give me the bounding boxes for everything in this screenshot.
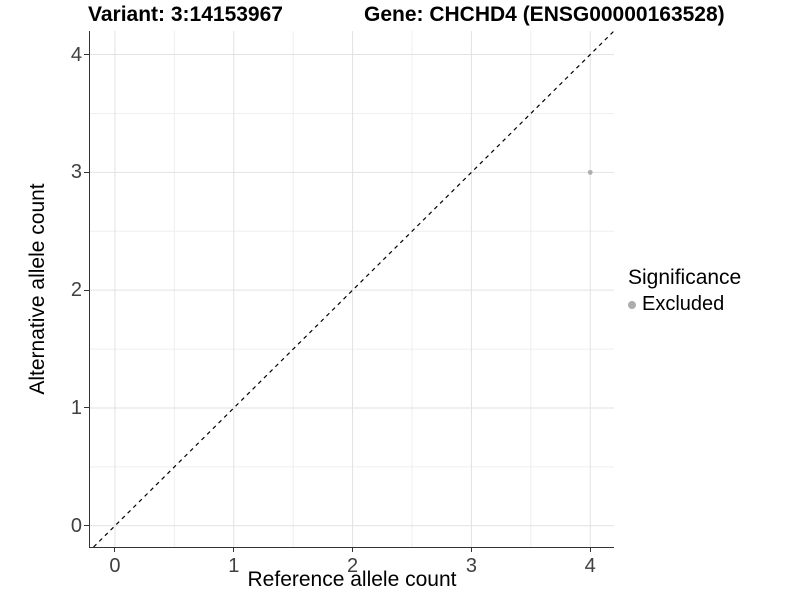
y-tick-label: 4 — [70, 43, 82, 66]
x-tick-label: 3 — [465, 555, 477, 577]
y-tick-mark — [84, 171, 89, 173]
y-tick-mark — [84, 54, 89, 56]
y-tick-label: 3 — [70, 161, 82, 184]
identity-reference-line — [93, 31, 614, 547]
data-point — [587, 169, 593, 175]
y-tick-label: 1 — [70, 396, 82, 419]
x-tick-mark — [589, 547, 591, 552]
x-axis-title: Reference allele count — [247, 568, 457, 591]
x-tick-label: 1 — [228, 555, 240, 577]
plot-canvas — [90, 31, 614, 547]
x-tick-label: 4 — [584, 555, 596, 577]
y-tick-label: 2 — [70, 279, 82, 302]
plot-panel — [89, 31, 614, 548]
legend-title: Significance — [628, 266, 742, 289]
plot-title-gene: Gene: CHCHD4 (ENSG00000163528) — [364, 3, 725, 26]
legend-item-excluded: Excluded — [628, 293, 741, 316]
x-tick-mark — [470, 547, 472, 552]
x-tick-label: 2 — [347, 555, 359, 577]
x-tick-mark — [352, 547, 354, 552]
y-tick-mark — [84, 289, 89, 291]
y-tick-label: 0 — [70, 514, 82, 537]
y-tick-mark — [84, 407, 89, 409]
x-tick-mark — [114, 547, 116, 552]
plot-title-variant: Variant: 3:14153967 — [88, 3, 283, 26]
x-tick-mark — [233, 547, 235, 552]
legend-item-label: Excluded — [642, 293, 725, 315]
excluded-marker-icon — [628, 300, 636, 309]
y-tick-mark — [84, 525, 89, 527]
legend: Significance Excluded — [628, 266, 741, 316]
x-tick-label: 0 — [109, 555, 121, 577]
